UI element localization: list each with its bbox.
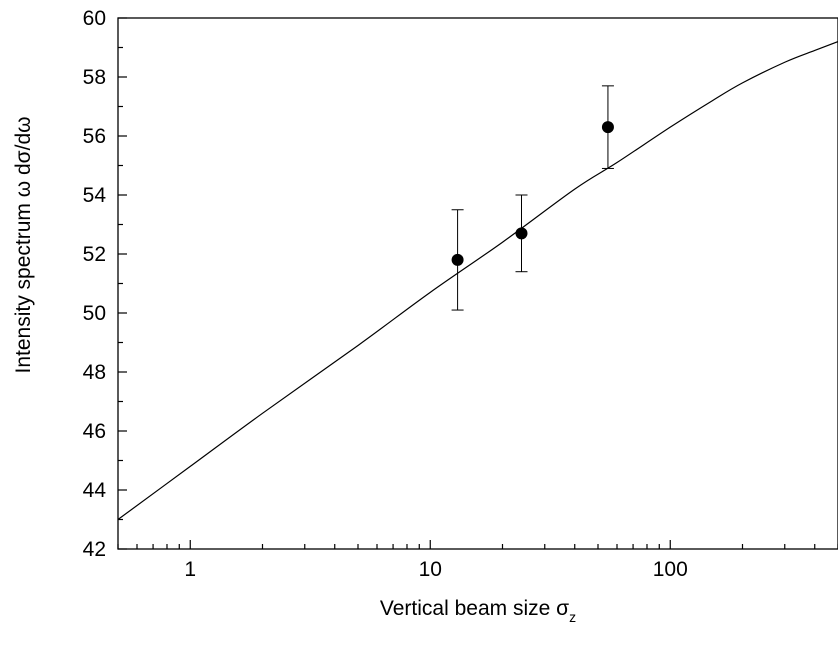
y-tick-label: 56 [83,125,106,148]
y-tick-label: 50 [83,302,106,325]
data-point [515,227,527,239]
y-tick-label: 44 [83,479,107,502]
tick-labels: 42 44 46 48 50 52 54 56 58 60 1 10 100 [83,7,688,581]
y-tick-label: 60 [83,7,106,30]
fit-curve [118,42,838,520]
y-tick-label: 54 [83,184,107,207]
data-point [602,121,614,133]
x-tick-label: 100 [653,558,688,581]
data-point [452,254,464,266]
x-tick-label: 10 [419,558,442,581]
y-tick-label: 46 [83,420,106,443]
y-tick-label: 48 [83,361,106,384]
y-tick-label: 52 [83,243,106,266]
data-points [452,86,614,310]
plot-frame [118,18,838,549]
axis-ticks [118,18,838,549]
y-tick-label: 42 [83,538,106,561]
y-tick-label: 58 [83,66,106,89]
y-axis-title: Intensity spectrum ω dσ/dω [12,116,35,373]
x-tick-label: 1 [184,558,196,581]
x-axis-title: Vertical beam size σz [380,597,576,625]
